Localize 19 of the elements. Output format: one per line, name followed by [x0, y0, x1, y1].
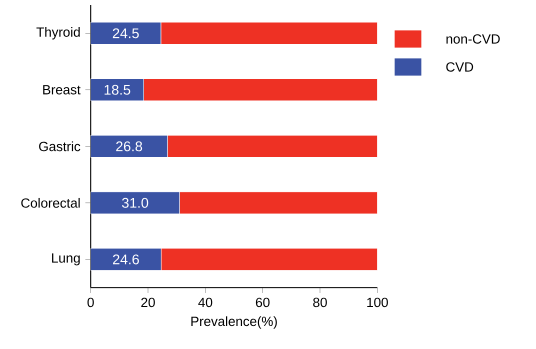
- x-tick-label: 80: [313, 298, 327, 308]
- x-tick-label: 60: [256, 298, 270, 308]
- x-tick-label: 0: [87, 298, 94, 308]
- legend-label: CVD: [446, 62, 474, 72]
- y-tick-label: Lung: [52, 253, 80, 266]
- x-tick-label: 100: [367, 298, 388, 308]
- x-axis-title: Prevalence(%): [191, 316, 277, 329]
- legend-label: non-CVD: [446, 34, 500, 44]
- y-tick-label: Thyroid: [36, 27, 80, 40]
- y-tick-label: Breast: [43, 85, 81, 94]
- data-label: 26.8: [116, 141, 142, 152]
- data-label: 24.6: [113, 254, 139, 264]
- y-tick-label: Colorectal: [21, 198, 80, 208]
- data-label: 24.5: [112, 28, 139, 38]
- y-tick-label: Gastric: [39, 141, 80, 152]
- data-label: 31.0: [122, 198, 148, 208]
- x-tick-label: 20: [141, 298, 155, 308]
- data-label: 18.5: [104, 84, 130, 95]
- x-tick-label: 40: [198, 298, 212, 308]
